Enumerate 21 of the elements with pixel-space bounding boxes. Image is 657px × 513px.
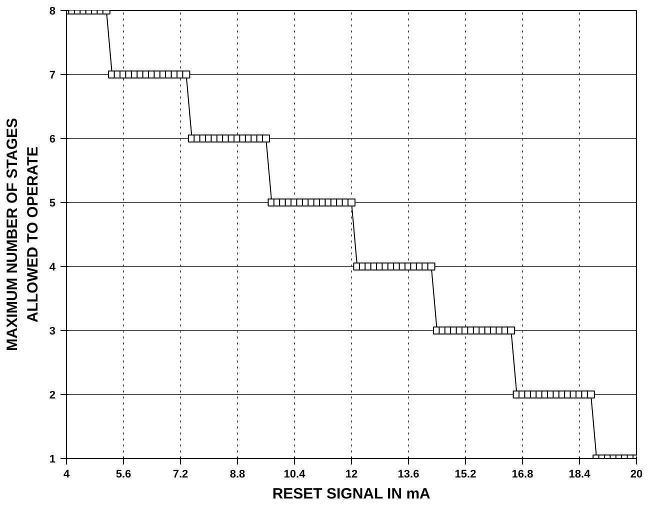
y-tick-label: 1 <box>49 454 56 466</box>
y-axis-title: MAXIMUM NUMBER OF STAGES ALLOWED TO OPERATE <box>4 118 42 352</box>
y-tick-label: 2 <box>49 390 56 402</box>
x-tick-label: 12 <box>345 468 358 480</box>
x-tick-label: 4 <box>63 468 70 480</box>
x-tick-label: 7.2 <box>172 468 188 480</box>
x-tick-label: 8.8 <box>230 468 246 480</box>
x-tick-label: 10.4 <box>284 468 306 480</box>
x-tick-label: 5.6 <box>116 468 132 480</box>
y-tick-label: 5 <box>49 198 56 210</box>
y-tick-label: 4 <box>49 262 56 274</box>
x-tick-label: 13.6 <box>398 468 420 480</box>
x-tick-label: 20 <box>630 468 643 480</box>
y-tick-label: 7 <box>49 70 56 82</box>
x-tick-label: 15.2 <box>454 468 476 480</box>
x-tick-label: 18.4 <box>568 468 592 480</box>
x-tick-label: 16.8 <box>512 468 534 480</box>
y-tick-label: 3 <box>49 326 56 338</box>
y-tick-label: 6 <box>49 134 56 146</box>
y-tick-label: 8 <box>49 6 56 18</box>
x-axis-title: RESET SIGNAL IN mA <box>272 486 431 502</box>
